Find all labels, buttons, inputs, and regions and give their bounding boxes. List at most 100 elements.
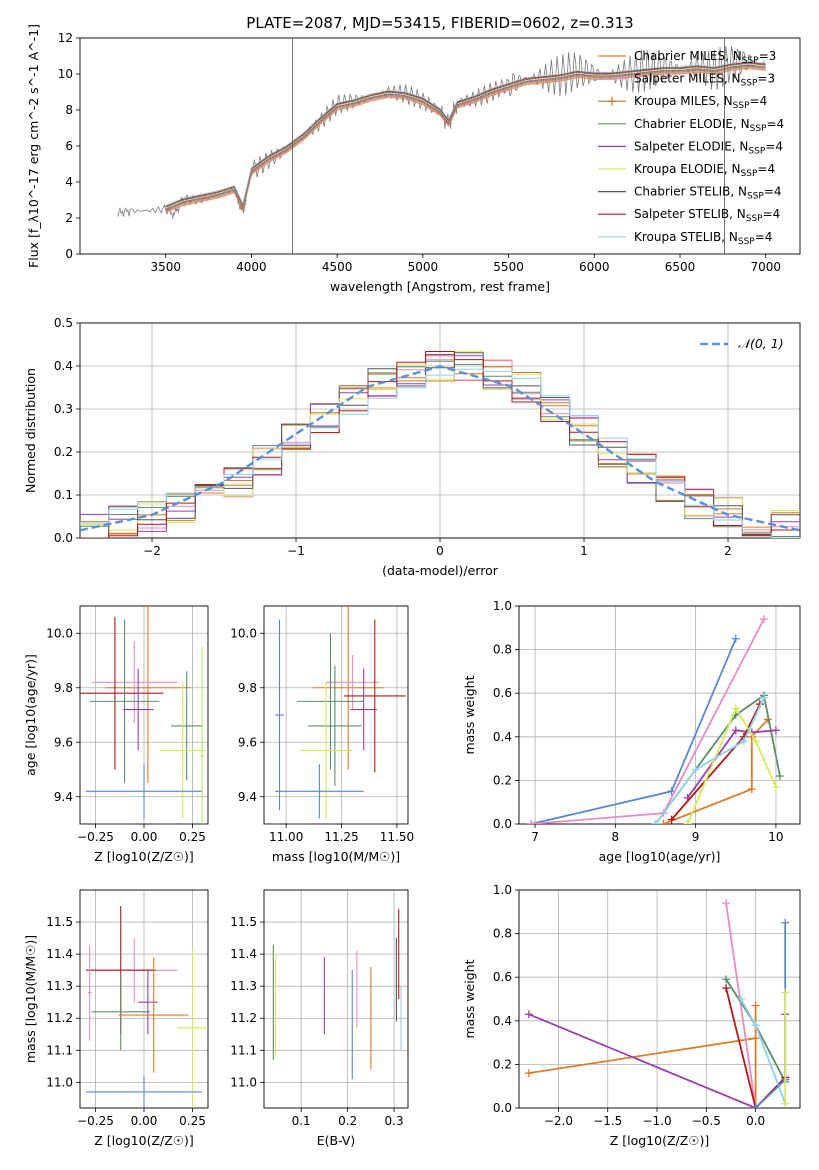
x-tick-label: 2 (724, 544, 732, 558)
legend-label: Kroupa MILES, NSSP=4 (634, 94, 767, 111)
x-tick-label: 0.3 (385, 1114, 404, 1128)
x-axis-label: wavelength [Angstrom, rest frame] (330, 279, 550, 294)
y-tick-label: 0.8 (493, 643, 512, 657)
axes-frame (263, 605, 409, 825)
y-tick-label: 11.3 (230, 979, 257, 993)
y-tick-label: 0.1 (54, 488, 73, 502)
weight-line (754, 922, 787, 1108)
x-tick-label: 3500 (150, 260, 181, 274)
x-axis-label: (data-model)/error (382, 563, 499, 578)
chart-spectrum: 3500 4000 4500 5000 5500 6000 6500 7000 0 2 4 6 8 10 1… (26, 24, 801, 294)
legend-label: Chabrier MILES, NSSP=3 (634, 49, 776, 66)
residual-histogram (80, 368, 800, 538)
y-tick-label: 11.0 (230, 1075, 257, 1089)
weight-line (686, 706, 777, 824)
y-tick-label: 11.3 (46, 979, 73, 993)
plot-area (80, 606, 207, 824)
y-tick-label: 9.4 (54, 790, 73, 804)
y-tick-label: 2 (65, 211, 73, 225)
y-tick-label: 0.3 (54, 402, 73, 416)
y-tick-label: 0.5 (54, 316, 73, 330)
axes-frame (518, 889, 801, 1109)
y-axis-label: Flux [f_λ10^-17 erg cm^-2 s^-1 A^-1] (26, 24, 41, 268)
y-tick-label: 11.2 (230, 1011, 257, 1025)
residual-histogram (80, 352, 800, 538)
axes-frame (79, 322, 801, 539)
residual-legend: 𝒩(0, 1) (700, 336, 784, 351)
y-tick-label: 11.4 (46, 947, 73, 961)
x-axis-label: age [log10(age/yr)] (599, 849, 721, 864)
y-tick-label: 0.4 (493, 730, 512, 744)
y-tick-label: 11.2 (46, 1011, 73, 1025)
y-tick-label: 11.0 (46, 1075, 73, 1089)
x-axis-label: Z [log10(Z/Z☉)] (94, 849, 194, 864)
x-tick-label: 0.1 (292, 1114, 311, 1128)
plot-area (272, 909, 402, 1080)
plot-area (524, 899, 790, 1108)
y-tick-label: 9.4 (238, 790, 257, 804)
weight-line (725, 902, 757, 1108)
x-tick-label: −1 (287, 544, 305, 558)
x-tick-label: −0.25 (77, 830, 114, 844)
x-axis-label: Z [log10(Z/Z☉)] (610, 1133, 710, 1148)
legend-label: 𝒩(0, 1) (738, 336, 784, 351)
y-axis-label: Normed distribution (23, 368, 38, 493)
y-tick-label: 9.8 (238, 681, 257, 695)
x-tick-label: 0.00 (131, 830, 158, 844)
chart-weight_vs_age: 7 8 9 10 0.0 0.2 0.4 0.6 0.8 1.0 age [log10(age/yr… (462, 599, 801, 864)
axes-frame (263, 889, 409, 1109)
residual-histogram (80, 366, 800, 538)
y-tick-label: 1.0 (493, 599, 512, 613)
x-tick-label: 11.00 (269, 830, 303, 844)
plot-area (275, 606, 406, 819)
y-tick-label: 10.0 (230, 626, 257, 640)
y-tick-label: 11.5 (230, 915, 257, 929)
weight-line (663, 718, 769, 824)
weight-line (654, 693, 781, 824)
y-tick-label: 0.2 (54, 445, 73, 459)
y-tick-label: 6 (65, 139, 73, 153)
x-tick-label: 0.25 (179, 1114, 206, 1128)
x-tick-label: 11.25 (324, 830, 358, 844)
residual-histogram (80, 351, 800, 538)
x-tick-label: 4500 (322, 260, 353, 274)
x-axis-label: E(B-V) (317, 1133, 356, 1148)
y-tick-label: 12 (58, 31, 73, 45)
plot-area (117, 38, 766, 254)
y-tick-label: 9.6 (54, 735, 73, 749)
y-axis-label: mass weight (462, 959, 477, 1038)
y-axis-label: age [log10(age/yr)] (23, 654, 38, 776)
y-tick-label: 10 (58, 67, 73, 81)
axes-frame (79, 37, 801, 255)
x-tick-label: 10 (768, 830, 783, 844)
y-tick-label: 0.6 (493, 970, 512, 984)
plot-area (527, 615, 784, 824)
legend-label: Salpeter ELODIE, NSSP=4 (634, 139, 783, 156)
plot-area (85, 906, 208, 1108)
y-tick-label: 11.5 (46, 915, 73, 929)
x-tick-label: 6000 (579, 260, 610, 274)
weight-line (725, 987, 786, 1108)
weight-line (654, 697, 765, 824)
y-tick-label: 0.4 (54, 359, 73, 373)
x-tick-label: 0.00 (131, 1114, 158, 1128)
y-tick-label: 9.6 (238, 735, 257, 749)
x-tick-label: 5000 (408, 260, 439, 274)
y-tick-label: 0 (65, 247, 73, 261)
x-tick-label: 0.2 (338, 1114, 357, 1128)
chart-residuals: −2 −1 0 1 2 0.0 0.1 0.2 0.3 0.4 0.5 (data-model)/er… (23, 316, 801, 578)
chart-age_vs_Z: −0.25 0.00 0.25 9.4 9.6 9.8 10.0 Z [log10(Z/Z☉)… (23, 605, 209, 864)
legend-label: Kroupa ELODIE, NSSP=4 (634, 162, 775, 179)
x-tick-label: −0.25 (77, 1114, 114, 1128)
x-tick-label: −1.5 (593, 1114, 622, 1128)
legend-label: Chabrier ELODIE, NSSP=4 (634, 117, 784, 134)
x-tick-label: 0.0 (746, 1114, 765, 1128)
figure-title: PLATE=2087, MJD=53415, FIBERID=0602, z=0… (246, 14, 633, 32)
legend-label: Salpeter STELIB, NSSP=4 (634, 207, 780, 224)
y-tick-label: 11.4 (230, 947, 257, 961)
x-tick-label: 7 (531, 830, 539, 844)
x-tick-label: −0.5 (692, 1114, 721, 1128)
y-tick-label: 10.0 (46, 626, 73, 640)
spectrum-legend: Chabrier MILES, NSSP=3 Salpeter MILES, NS… (598, 49, 784, 247)
